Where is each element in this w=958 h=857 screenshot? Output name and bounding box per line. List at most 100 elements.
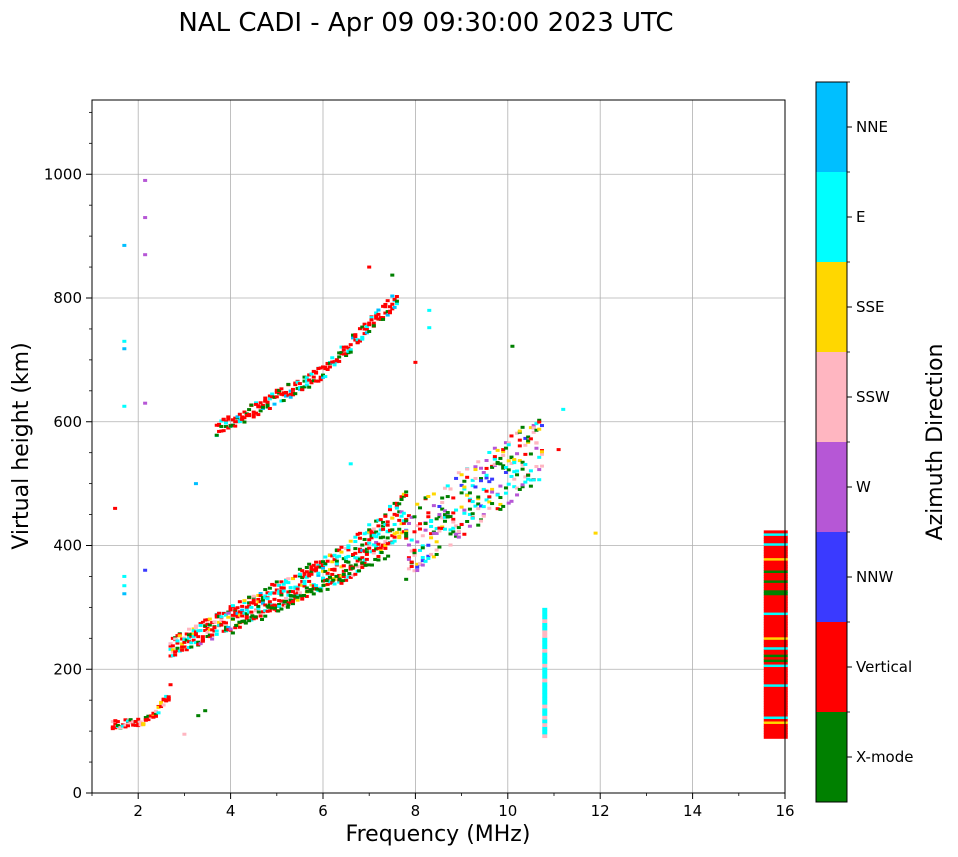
echo-point xyxy=(487,450,492,454)
echo-point xyxy=(297,567,302,571)
echo-point xyxy=(214,629,219,633)
echo-point xyxy=(293,574,298,578)
echo-point xyxy=(537,455,542,459)
colorbar-segment xyxy=(816,172,847,262)
echo-point xyxy=(409,538,414,542)
echo-point xyxy=(763,646,788,650)
echo-point xyxy=(331,578,336,582)
echo-point xyxy=(237,625,242,629)
echo-point xyxy=(528,484,533,488)
echo-point xyxy=(542,663,548,668)
echo-point xyxy=(289,594,294,598)
echo-point xyxy=(191,638,196,642)
echo-point xyxy=(423,528,428,532)
echo-point xyxy=(277,602,282,606)
echo-point xyxy=(399,497,404,501)
echo-point xyxy=(166,696,171,700)
echo-point xyxy=(763,592,788,596)
echo-point xyxy=(297,591,302,595)
echo-point xyxy=(277,583,282,587)
echo-point xyxy=(223,613,228,617)
echo-point xyxy=(440,496,445,500)
echo-point xyxy=(434,531,439,535)
echo-point xyxy=(381,535,386,539)
colorbar-frame xyxy=(815,81,848,803)
echo-point xyxy=(503,470,508,474)
echo-point xyxy=(295,587,300,591)
echo-point xyxy=(470,500,475,504)
echo-point xyxy=(490,487,495,491)
echo-point xyxy=(198,629,203,633)
echo-point xyxy=(226,426,231,430)
echo-point xyxy=(228,627,233,631)
echo-point xyxy=(520,460,525,464)
echo-point xyxy=(434,540,439,544)
echo-point xyxy=(362,327,367,331)
echo-point xyxy=(484,466,489,470)
echo-point xyxy=(487,500,492,504)
echo-point xyxy=(426,543,431,547)
echo-point xyxy=(339,545,344,549)
echo-point xyxy=(348,343,353,347)
echo-point xyxy=(274,580,279,584)
echo-point xyxy=(267,586,272,590)
colorbar: X-mode Vertical NNW W SSW SSE E NNE xyxy=(815,81,913,803)
echo-point xyxy=(484,498,489,502)
echo-point xyxy=(420,555,425,559)
echo-point xyxy=(763,693,788,697)
echo-point xyxy=(437,529,442,533)
echo-point xyxy=(250,614,255,618)
echo-point xyxy=(226,625,231,629)
echo-point xyxy=(297,572,302,576)
echo-point xyxy=(293,392,298,396)
echo-point xyxy=(406,567,411,571)
echo-point xyxy=(381,316,386,320)
echo-point xyxy=(228,608,233,612)
echo-point xyxy=(290,391,295,395)
echo-point xyxy=(198,622,203,626)
echo-point xyxy=(254,411,259,415)
echo-point xyxy=(415,562,420,566)
echo-point xyxy=(448,532,453,536)
echo-point xyxy=(442,515,447,519)
echo-point xyxy=(537,468,542,472)
echo-point xyxy=(189,641,194,645)
echo-point xyxy=(412,515,417,519)
echo-point xyxy=(321,365,325,369)
echo-point xyxy=(272,583,277,587)
echo-point xyxy=(311,369,316,373)
echo-point xyxy=(364,331,369,335)
echo-point xyxy=(399,522,404,526)
echo-point xyxy=(371,543,376,547)
echo-point xyxy=(267,394,272,398)
echo-point xyxy=(355,341,360,345)
echo-point xyxy=(327,568,332,572)
echo-point xyxy=(386,554,391,558)
echo-point xyxy=(295,585,300,589)
echo-point xyxy=(539,464,544,468)
echo-point xyxy=(221,629,226,633)
echo-point xyxy=(279,387,284,391)
echo-point xyxy=(381,304,386,308)
echo-point xyxy=(462,487,467,491)
echo-point xyxy=(247,408,252,412)
echo-point xyxy=(385,530,390,534)
echo-point xyxy=(367,546,372,550)
echo-point xyxy=(153,709,158,713)
echo-point xyxy=(276,609,281,613)
echo-point xyxy=(364,325,369,329)
echo-point xyxy=(351,553,356,557)
echo-point xyxy=(437,515,442,519)
echo-point xyxy=(392,539,397,543)
echo-point xyxy=(295,380,300,384)
echo-point xyxy=(196,640,201,644)
echo-point xyxy=(479,479,484,483)
echo-point xyxy=(763,614,788,618)
echo-point xyxy=(330,554,335,558)
echo-point xyxy=(353,551,358,555)
echo-point xyxy=(256,600,261,604)
echo-point xyxy=(418,506,423,510)
echo-point xyxy=(392,305,397,309)
echo-point xyxy=(286,581,291,585)
echo-point xyxy=(272,603,277,607)
